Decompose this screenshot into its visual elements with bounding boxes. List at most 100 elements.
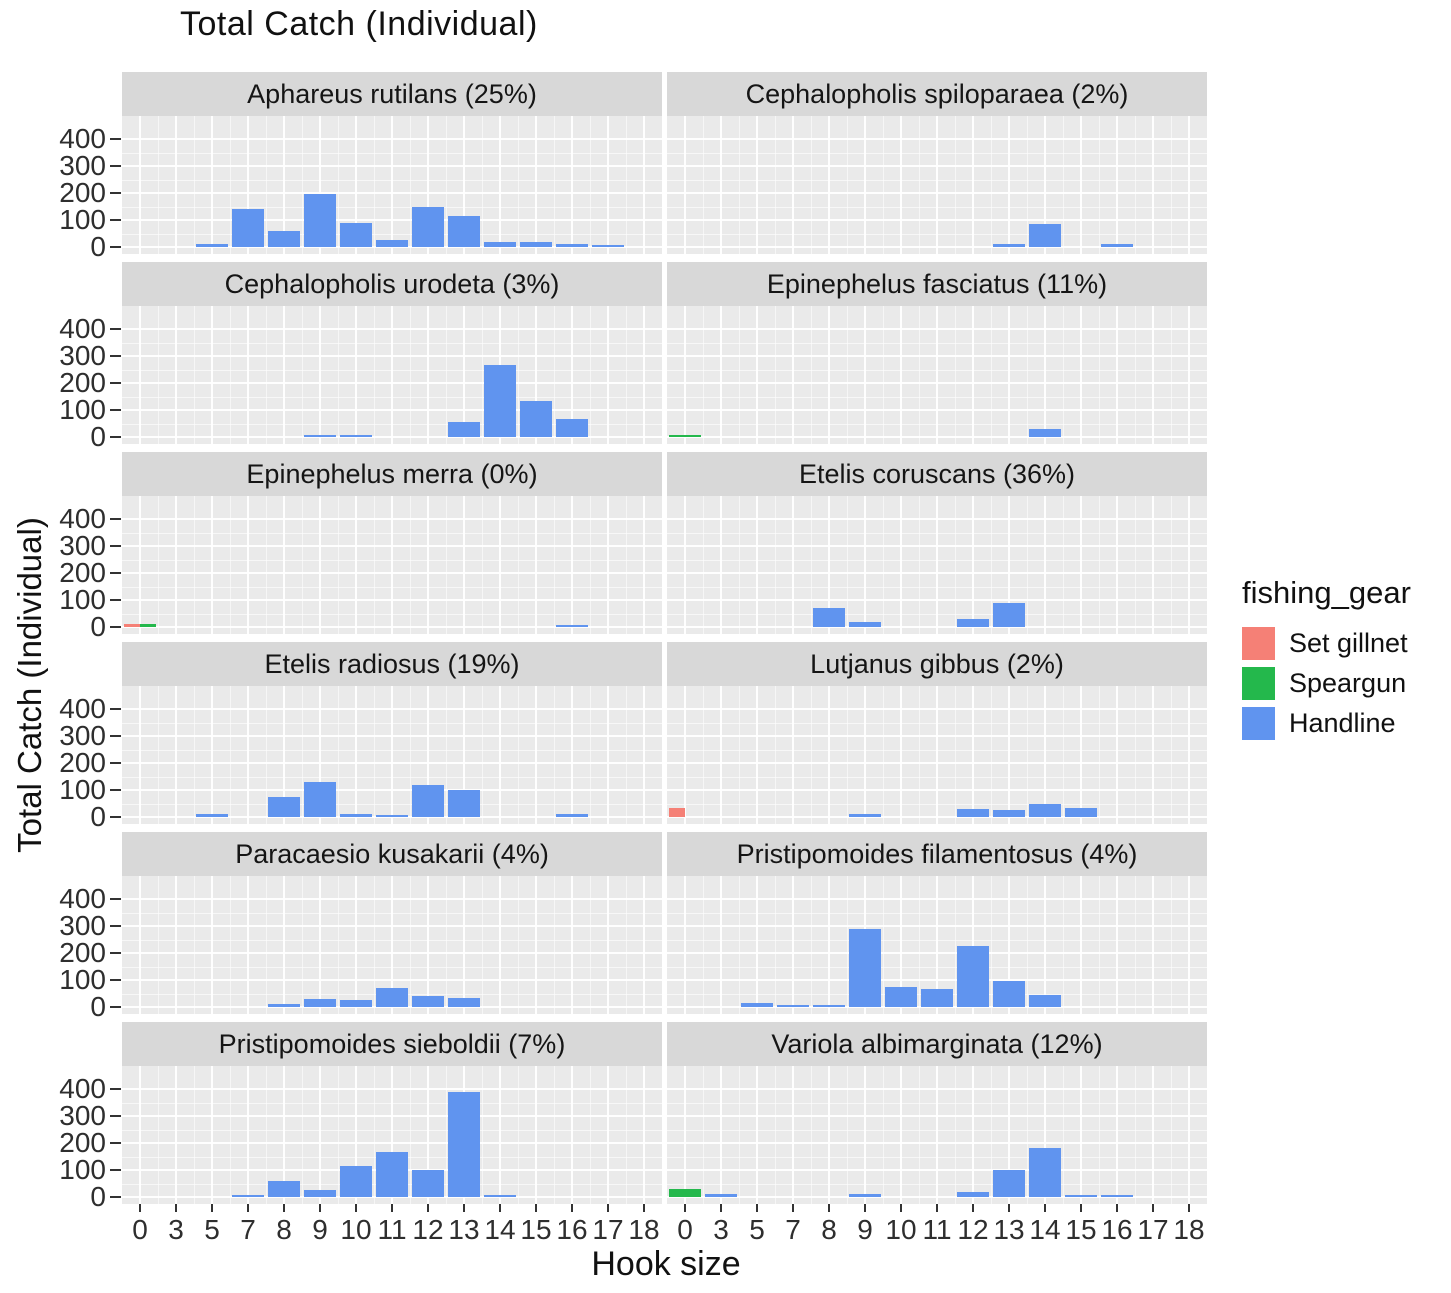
y-axis-tick-label: 400 [59,883,106,914]
gridline [1135,496,1136,634]
gridline [1135,1066,1136,1204]
gridline [571,496,573,634]
gridline [518,876,519,1014]
gridline [122,626,662,628]
gridline [1044,876,1046,1014]
gridline [1152,1066,1154,1204]
gridline [122,803,662,805]
bar [993,243,1025,247]
gridline [775,1066,776,1204]
gridline [446,686,447,824]
gridline [122,789,662,791]
gridline [319,686,321,824]
gridline [643,116,645,254]
gridline [1063,496,1064,634]
gridline [122,586,662,588]
gridline [122,722,662,724]
gridline [607,116,609,254]
gridline [720,876,722,1014]
gridline [122,355,662,357]
gridline [667,518,1207,520]
gridline [211,876,213,1014]
gridline [828,876,830,1014]
gridline [122,559,662,561]
gridline [194,876,195,1014]
gridline [427,116,429,254]
gridline [410,876,411,1014]
bar [993,981,1025,1007]
y-axis-tick-label: 300 [59,910,106,941]
gridline [1063,306,1064,444]
gridline [374,1066,375,1204]
gridline [122,409,662,411]
gridline [302,116,303,254]
gridline [175,306,177,444]
y-axis-tick [110,328,121,330]
gridline [684,1066,686,1204]
gridline [175,116,177,254]
y-axis-tick [110,599,121,601]
gridline [847,306,848,444]
gridline [1008,116,1010,254]
bar [304,781,336,817]
gridline [122,952,662,954]
bar [556,814,588,817]
x-axis-tick-label: 16 [556,1214,588,1245]
bar [304,194,336,247]
gridline [667,912,1207,914]
gridline [667,586,1207,588]
x-axis-tick-label: 15 [1065,1214,1097,1245]
gridline [667,369,1207,371]
gridline [374,686,375,824]
gridline [1116,876,1118,1014]
y-axis-tick [110,246,121,248]
bar [849,928,881,1007]
bar [304,434,336,437]
bar [376,988,408,1007]
bar [124,623,140,627]
bar [412,996,444,1007]
facet-panel [667,306,1207,444]
gridline [1116,496,1118,634]
bar [669,807,685,817]
gridline [991,686,992,824]
facet-title: Variola albimarginata (12%) [771,1028,1103,1059]
bar [705,1193,737,1197]
gridline [1063,876,1064,1014]
y-axis-tick-label: 100 [59,1154,106,1185]
gridline [864,116,866,254]
x-axis-tick-label: 16 [1101,1214,1133,1245]
gridline [626,116,627,254]
bar [885,986,917,1007]
gridline [427,686,429,824]
bar [268,230,300,247]
gridline [667,355,1207,357]
gridline [535,306,537,444]
gridline [667,898,1207,900]
x-axis-tick-label: 14 [484,1214,516,1245]
bar [196,814,228,817]
gridline [919,116,920,254]
legend-item-label: Handline [1289,708,1396,738]
gridline [955,306,956,444]
gridline [194,306,195,444]
gridline [302,306,303,444]
facet-strip: Epinephelus fasciatus (11%) [667,262,1207,306]
gridline [1171,306,1172,444]
x-axis-tick [684,1204,686,1212]
gridline [302,686,303,824]
y-axis-tick [110,1142,121,1144]
x-axis-tick [1044,1204,1046,1212]
gridline [535,116,537,254]
gridline [1044,496,1046,634]
gridline [499,496,501,634]
gridline [864,686,866,824]
gridline [703,686,704,824]
bar [412,206,444,247]
gridline [991,496,992,634]
x-axis-tick [756,1204,758,1212]
gridline [667,776,1207,778]
gridline [283,686,285,824]
y-axis-tick [110,816,121,818]
x-axis-tick-label: 0 [677,1214,693,1245]
